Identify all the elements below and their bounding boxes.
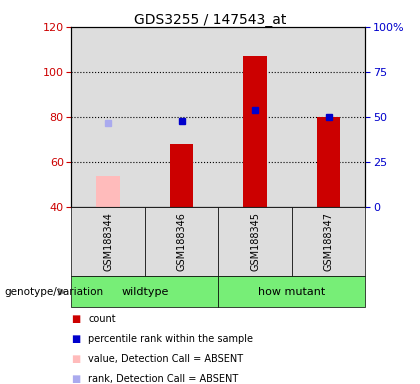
Text: percentile rank within the sample: percentile rank within the sample xyxy=(88,334,253,344)
Bar xyxy=(317,117,341,207)
Bar xyxy=(244,56,267,207)
Text: wildtype: wildtype xyxy=(121,287,168,297)
Text: GSM188345: GSM188345 xyxy=(250,212,260,271)
Text: ■: ■ xyxy=(71,374,81,384)
Text: GSM188344: GSM188344 xyxy=(103,212,113,271)
Bar xyxy=(97,176,120,207)
Text: count: count xyxy=(88,314,116,324)
Text: value, Detection Call = ABSENT: value, Detection Call = ABSENT xyxy=(88,354,243,364)
Text: ■: ■ xyxy=(71,314,81,324)
Text: how mutant: how mutant xyxy=(258,287,326,297)
Text: GSM188347: GSM188347 xyxy=(324,212,333,271)
Bar xyxy=(170,144,194,207)
Text: ■: ■ xyxy=(71,354,81,364)
Text: genotype/variation: genotype/variation xyxy=(4,287,103,297)
Text: GSM188346: GSM188346 xyxy=(177,212,186,271)
Text: GDS3255 / 147543_at: GDS3255 / 147543_at xyxy=(134,13,286,27)
Text: rank, Detection Call = ABSENT: rank, Detection Call = ABSENT xyxy=(88,374,239,384)
Text: ■: ■ xyxy=(71,334,81,344)
